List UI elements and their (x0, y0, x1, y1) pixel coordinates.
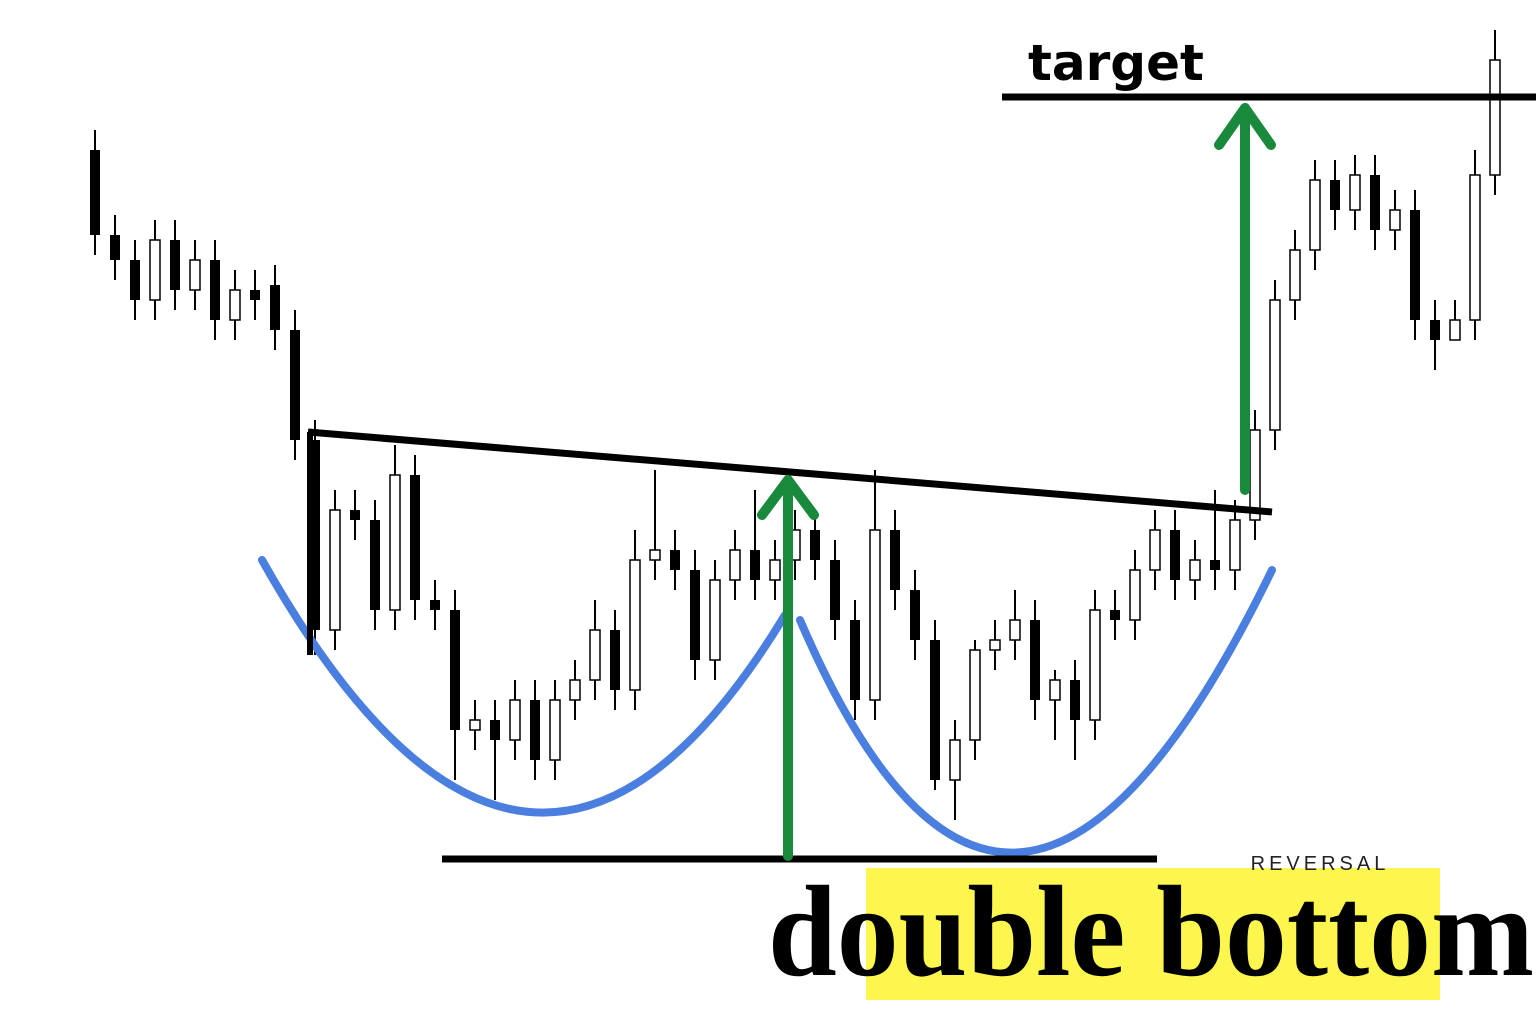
right-bottom-curve (796, 566, 1276, 857)
title-highlight (866, 868, 1440, 1000)
subtitle: REVERSAL (1251, 853, 1390, 875)
candle-bodies-up (149, 59, 1501, 781)
height-arrow (757, 475, 819, 861)
candle-bodies-down (90, 150, 1440, 780)
left-bottom-curve (258, 556, 789, 817)
neckline (307, 428, 1273, 516)
title: double bottom (768, 860, 1534, 1004)
target-arrow (1214, 103, 1276, 495)
candle-wicks (94, 30, 1496, 820)
target-label: target (1028, 34, 1204, 92)
